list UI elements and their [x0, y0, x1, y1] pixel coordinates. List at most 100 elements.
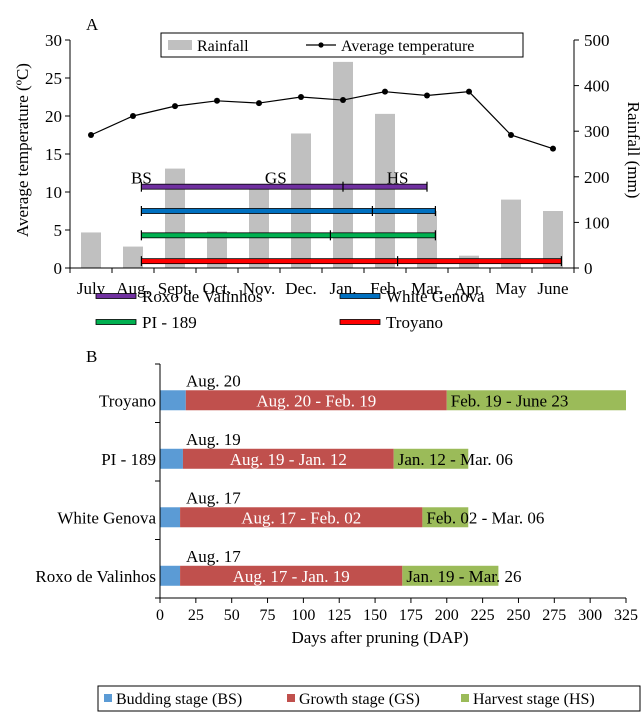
temperature-line [88, 88, 556, 152]
x-tick-label-b: 100 [291, 607, 315, 624]
legend-harvest-swatch [461, 694, 469, 702]
rainfall-bars [81, 61, 563, 268]
rainfall-bar [501, 199, 521, 268]
stage-bar-segment [160, 507, 181, 528]
rainfall-bar [543, 211, 563, 268]
x-axis-title-dap: Days after pruning (DAP) [291, 628, 468, 647]
cultivar-legend-label: Roxo de Valinhos [142, 287, 263, 306]
y-tick-label-left: 0 [54, 259, 63, 278]
stage-bar-segment [160, 565, 181, 586]
stage-bar-segment [422, 507, 469, 528]
temperature-point [88, 132, 94, 138]
x-tick-label-b: 325 [614, 607, 638, 624]
y-tick-label-right: 0 [584, 259, 593, 278]
rainfall-bar [81, 232, 101, 268]
harvest-date-label: Feb. 02 - Mar. 06 [426, 508, 544, 527]
cultivar-span-bar [140, 183, 428, 190]
x-tick-label-b: 225 [471, 607, 495, 624]
legend-rainfall-swatch [168, 40, 192, 50]
temperature-point [130, 113, 136, 119]
stage-legend-frame [97, 685, 641, 712]
rainfall-bar [249, 184, 269, 268]
legend-temperature-marker [318, 42, 324, 48]
stage-label-hs: HS [387, 169, 409, 188]
rainfall-bar [417, 211, 437, 268]
x-tick-label-b: 250 [506, 607, 530, 624]
panel-a-label: A [86, 15, 99, 34]
cultivar-legend-label: White Genova [386, 287, 485, 306]
y-tick-label-left: 20 [45, 107, 62, 126]
budding-date-label: Aug. 20 [186, 371, 241, 390]
cultivar-legend-swatch [339, 293, 381, 299]
y-tick-label-left: 25 [45, 69, 62, 88]
budding-date-label: Aug. 19 [186, 430, 241, 449]
rainfall-bar [165, 168, 185, 268]
month-label: Oct. [203, 279, 232, 298]
y-tick-label-right: 400 [584, 77, 610, 96]
harvest-date-label: Jan. 12 - Mar. 06 [398, 450, 513, 469]
cultivar-row-label: Roxo de Valinhos [35, 567, 156, 586]
temperature-series-line [90, 91, 554, 150]
cultivar-legend-swatch [95, 293, 137, 299]
month-label: Sept. [158, 279, 192, 298]
temperature-point [172, 103, 178, 110]
legend-budding-swatch [104, 694, 112, 702]
y-tick-label-left: 30 [45, 31, 62, 50]
x-tick-label-b: 75 [260, 607, 276, 624]
temperature-point [508, 132, 514, 138]
temperature-point [340, 97, 346, 104]
stage-bar-segment [160, 390, 186, 411]
panel-b-axes: 0 25 50 75 100 125 150 175 200 225 250 275 300 325 [155, 363, 638, 624]
cultivar-span-bar [140, 258, 562, 265]
y-axis-title-temperature: Average temperature (ºC) [13, 63, 32, 237]
temperature-point [466, 88, 472, 95]
stage-label-bs: BS [131, 169, 152, 188]
cultivar-span-bar [140, 208, 436, 214]
x-tick-label-b: 0 [156, 607, 164, 624]
stage-bar-segment [180, 565, 403, 586]
temperature-point [256, 100, 262, 107]
y-tick-label-left: 5 [54, 221, 63, 240]
rainfall-bar [123, 246, 143, 268]
legend-growth-label: Growth stage (GS) [299, 691, 420, 708]
stage-bar-segment [182, 448, 394, 469]
cultivar-legend-swatch [95, 319, 137, 325]
stage-bar-segment [180, 507, 423, 528]
stage-bar-segment [393, 448, 469, 469]
temperature-point [550, 145, 556, 152]
cultivar-legend-label: Troyano [386, 313, 443, 332]
cultivar-row-label: PI - 189 [101, 450, 156, 469]
stage-bar-segment [446, 390, 626, 411]
x-tick-label-b: 25 [188, 607, 204, 624]
cultivar-row-label: White Genova [57, 508, 156, 527]
month-label: Nov. [243, 279, 275, 298]
rainfall-bar [333, 61, 353, 268]
rainfall-bar [375, 113, 395, 268]
temperature-point [382, 88, 388, 95]
legend-frame [160, 32, 524, 58]
y-tick-label-right: 300 [584, 122, 610, 141]
panel-a-legend: Rainfall Average temperature [160, 32, 524, 58]
stage-label-gs: GS [265, 169, 287, 188]
budding-date-label: Aug. 17 [186, 488, 241, 507]
stage-bar-segment [402, 565, 499, 586]
y-tick-label-right: 500 [584, 31, 610, 50]
legend-harvest-label: Harvest stage (HS) [473, 691, 595, 708]
y-axis-title-rainfall: Rainfall (mm) [624, 102, 643, 199]
y-tick-label-right: 100 [584, 213, 610, 232]
cultivar-spans: BS GS HS [131, 169, 563, 267]
month-label: Mar. [411, 279, 443, 298]
growth-date-label: Aug. 19 - Jan. 12 [230, 450, 347, 469]
temperature-point [298, 94, 304, 100]
legend-rainfall-label: Rainfall [197, 38, 249, 55]
cultivar-legend: Roxo de Valinhos White Genova PI - 189 Troy… [95, 287, 485, 332]
panel-b-legend: Budding stage (BS) Growth stage (GS) Har… [97, 685, 641, 712]
temperature-point [424, 92, 430, 99]
cultivar-legend-swatch [339, 319, 381, 325]
stage-bars: Troyano Aug. 20 Aug. 20 - Feb. 19 Feb. 19 -… [35, 371, 626, 586]
harvest-date-label: Feb. 19 - June 23 [451, 391, 569, 410]
budding-date-label: Aug. 17 [186, 547, 241, 566]
y-tick-label-left: 10 [45, 183, 62, 202]
